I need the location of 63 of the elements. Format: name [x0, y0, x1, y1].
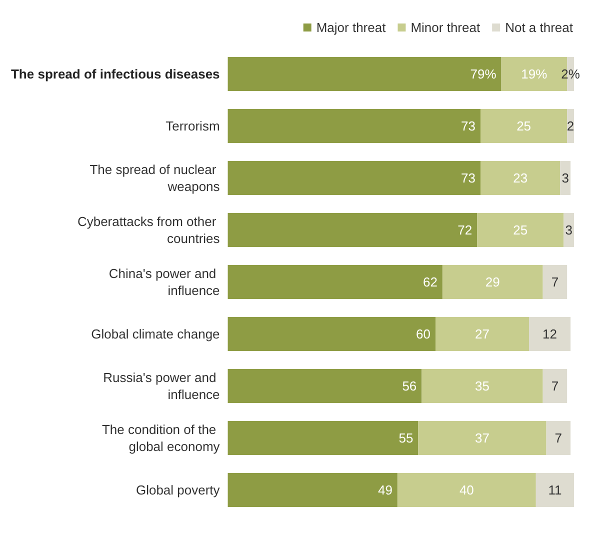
data-label: 2 — [566, 118, 574, 134]
data-label: 60 — [416, 326, 431, 342]
bar — [528, 317, 571, 351]
data-label: 27 — [475, 326, 490, 342]
y-tick-label: China's power and influence — [108, 266, 220, 298]
bar — [542, 265, 568, 299]
y-tick-label: Global climate change — [91, 326, 220, 342]
bar — [536, 473, 574, 507]
y-tick-label: Russia's power and influence — [103, 370, 220, 402]
data-label: 25 — [516, 118, 532, 134]
bar — [442, 265, 543, 299]
data-label: 3 — [565, 222, 572, 238]
bar — [480, 161, 560, 195]
data-label: 40 — [459, 482, 474, 498]
y-tick-label: Terrorism — [166, 118, 220, 134]
bar — [564, 213, 574, 247]
data-label: 12 — [542, 326, 557, 342]
data-label: 73 — [461, 170, 476, 186]
data-label: 73 — [461, 118, 476, 134]
bar — [422, 369, 543, 403]
bar — [228, 213, 478, 247]
data-label: 3 — [562, 170, 569, 186]
data-label: 56 — [402, 378, 417, 394]
legend-label: Minor threat — [410, 20, 480, 35]
bar — [542, 369, 568, 403]
legend-label: Not a threat — [505, 20, 574, 35]
bar — [228, 421, 418, 455]
data-label: 79% — [470, 66, 497, 82]
y-tick-label: Cyberattacks from other countries — [77, 214, 220, 246]
data-label: 25 — [513, 222, 528, 238]
bar — [228, 161, 481, 195]
y-tick-label: The spread of nuclear weapons — [90, 162, 220, 194]
bar — [228, 317, 436, 351]
bar — [480, 109, 568, 143]
legend-label: Major threat — [316, 20, 386, 35]
bar — [546, 421, 571, 455]
y-tick-label: The spread of infectious diseases — [10, 66, 220, 82]
data-label: 29 — [485, 274, 500, 290]
y-tick-label: The condition of the global economy — [102, 422, 220, 454]
bar — [397, 473, 536, 507]
bar — [477, 213, 564, 247]
data-label: 7 — [551, 378, 559, 394]
data-label: 72 — [458, 222, 472, 238]
data-label: 23 — [513, 170, 528, 186]
bar — [228, 57, 502, 91]
bar — [228, 109, 481, 143]
data-label: 2% — [561, 66, 580, 82]
data-label: 11 — [548, 482, 562, 498]
data-label: 62 — [422, 274, 438, 290]
bar — [436, 317, 529, 351]
data-label: 37 — [475, 430, 490, 446]
bar — [228, 369, 422, 403]
data-label: 19% — [521, 66, 548, 82]
data-label: 7 — [554, 430, 562, 446]
y-tick-label: Global poverty — [136, 482, 220, 498]
bar — [228, 473, 398, 507]
data-label: 49 — [378, 482, 392, 498]
data-label: 35 — [475, 378, 490, 394]
bar — [228, 265, 442, 299]
data-label: 7 — [551, 274, 559, 290]
bar — [560, 161, 571, 195]
bar — [418, 421, 546, 455]
data-label: 55 — [398, 430, 414, 446]
